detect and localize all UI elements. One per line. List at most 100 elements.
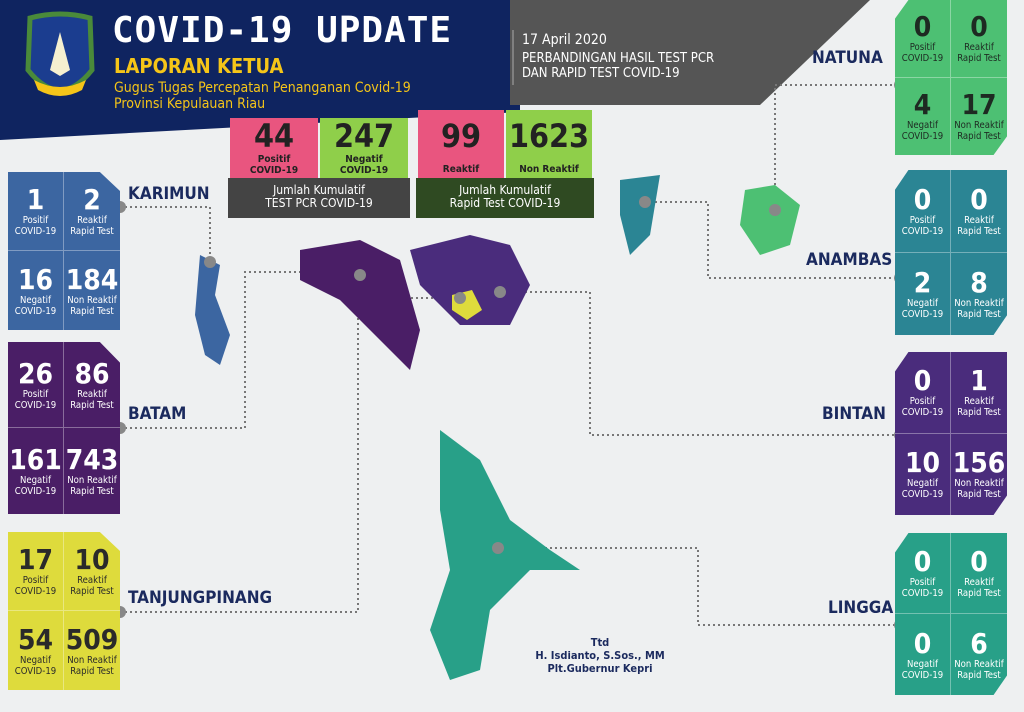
- stat-value: 6: [970, 626, 988, 660]
- province-logo: [25, 11, 95, 96]
- header-banner: [0, 0, 870, 140]
- stat-label: COVID-19: [901, 308, 944, 320]
- page-title: COVID-19 UPDATE: [112, 10, 453, 51]
- region-panel-tanjungpinang: 17 Positif COVID-19 10 Reaktif Rapid Test 54 Ne…: [8, 532, 120, 690]
- region-name: KARIMUN: [128, 184, 210, 204]
- stat-neg: 4 Negatif COVID-19: [895, 77, 951, 155]
- region-name: ANAMBAS: [806, 250, 893, 270]
- stat-neg: 161 Negatif COVID-19: [8, 428, 64, 514]
- stat-value: 54: [17, 622, 54, 656]
- stat-label: Non Reaktif: [67, 654, 117, 666]
- stat-non: 743 Non Reaktif Rapid Test: [64, 428, 120, 514]
- stat-label: Rapid Test: [70, 665, 114, 677]
- stat-value: 184: [65, 262, 119, 296]
- stat-value: 509: [65, 622, 119, 656]
- stat-pos: 0 Positif COVID-19: [895, 0, 951, 78]
- stat-label: COVID-19: [14, 486, 57, 497]
- stat-label: Rapid Test: [957, 225, 1001, 237]
- natuna-region: [740, 185, 800, 255]
- stat-label: Rapid Test: [70, 226, 114, 237]
- stat-label: COVID-19: [901, 225, 944, 237]
- stat-value: 156: [952, 446, 1006, 480]
- stat-rea: 10 Reaktif Rapid Test: [64, 532, 120, 611]
- stat-label: COVID-19: [901, 669, 944, 681]
- stat-value: 26: [17, 356, 54, 390]
- stat-label: Negatif: [19, 654, 52, 666]
- stat-label: Non Reaktif: [67, 475, 117, 486]
- pcr-caption: Jumlah Kumulatif TEST PCR COVID-19: [228, 178, 410, 218]
- stat-label: COVID-19: [14, 665, 57, 677]
- stat-label: Rapid Test: [70, 486, 114, 497]
- stat-value: 86: [74, 356, 110, 390]
- stat-rea: 2 Reaktif Rapid Test: [64, 172, 120, 251]
- stat-value: 0: [913, 182, 932, 216]
- stat-rea: 86 Reaktif Rapid Test: [64, 342, 120, 428]
- stat-neg: 16 Negatif COVID-19: [8, 251, 64, 330]
- lingga-region: [430, 430, 580, 680]
- stat-value: 0: [913, 10, 932, 44]
- comparison-title: PERBANDINGAN HASIL TEST PCR DAN RAPID TES…: [522, 51, 714, 81]
- stat-label: Positif: [909, 396, 936, 408]
- region-name: BINTAN: [822, 404, 886, 424]
- stat-label: Negatif: [19, 475, 52, 486]
- stat-label: Non Reaktif: [954, 297, 1004, 309]
- stat-label: Non Reaktif: [67, 294, 117, 306]
- stat-label: Rapid Test: [957, 53, 1001, 65]
- stat-label: Positif: [22, 215, 49, 226]
- stat-neg: 2 Negatif COVID-19: [895, 252, 951, 335]
- stat-label: COVID-19: [14, 399, 57, 411]
- stat-label: Non Reaktif: [954, 478, 1004, 490]
- stat-label: Rapid Test: [957, 308, 1001, 320]
- comparison-line1: PERBANDINGAN HASIL TEST PCR: [522, 51, 715, 66]
- region-panel-karimun: 1 Positif COVID-19 2 Reaktif Rapid Test 16 Nega…: [8, 172, 120, 330]
- stat-label: Negatif: [906, 658, 939, 670]
- stat-non: 17 Non Reaktif Rapid Test: [951, 78, 1007, 156]
- stat-pos: 0 Positif COVID-19: [895, 170, 951, 253]
- stat-label: Negatif: [906, 478, 939, 490]
- stat-label: Positif: [22, 575, 49, 586]
- region-panel-lingga: 0 Positif COVID-19 0 Reaktif Rapid Test 0 Negat…: [895, 533, 1007, 695]
- stat-label: COVID-19: [901, 588, 944, 599]
- stat-value: 0: [970, 182, 988, 216]
- stat-neg: 0 Negatif COVID-19: [895, 614, 951, 695]
- stat-label: Reaktif: [964, 577, 994, 588]
- stat-non: 6 Non Reaktif Rapid Test: [951, 614, 1007, 695]
- stat-label: COVID-19: [14, 305, 57, 317]
- stat-label: Positif: [909, 42, 936, 54]
- rapid-nonreactive-total: 1623 Non Reaktif: [506, 110, 592, 180]
- region-panel-anambas: 0 Positif COVID-19 0 Reaktif Rapid Test 2 Negat…: [895, 170, 1007, 335]
- stat-pos: 17 Positif COVID-19: [8, 532, 64, 611]
- stat-label: Rapid Test: [957, 489, 1001, 501]
- stat-rea: 0 Reaktif Rapid Test: [951, 170, 1007, 253]
- signature: Ttd H. Isdianto, S.Sos., MM Plt.Gubernur K…: [535, 636, 665, 675]
- pcr-negative-total: 247 Negatif COVID-19: [320, 118, 408, 180]
- stat-neg: 10 Negatif COVID-19: [895, 433, 951, 515]
- stat-value: 10: [74, 543, 110, 576]
- stat-label: COVID-19: [14, 586, 57, 597]
- stat-label: Positif: [909, 214, 936, 226]
- pcr-positive-total: 44 Positif COVID-19: [230, 118, 318, 180]
- region-name: BATAM: [128, 404, 187, 424]
- region-name: LINGGA: [828, 598, 894, 618]
- stat-value: 2: [83, 183, 101, 216]
- stat-value: 1: [970, 364, 988, 398]
- stat-label: COVID-19: [901, 53, 944, 65]
- stat-label: COVID-19: [901, 489, 944, 501]
- report-subtitle: LAPORAN KETUA: [114, 54, 284, 78]
- stat-label: COVID-19: [14, 226, 57, 237]
- stat-label: Negatif: [906, 120, 939, 132]
- region-panel-bintan: 0 Positif COVID-19 1 Reaktif Rapid Test 10 Nega…: [895, 352, 1007, 515]
- stat-rea: 0 Reaktif Rapid Test: [951, 0, 1007, 78]
- stat-neg: 54 Negatif COVID-19: [8, 611, 64, 690]
- stat-label: Reaktif: [964, 42, 994, 54]
- region-name: NATUNA: [812, 48, 883, 68]
- stat-non: 156 Non Reaktif Rapid Test: [951, 434, 1007, 516]
- region-panel-batam: 26 Positif COVID-19 86 Reaktif Rapid Test 161 N…: [8, 342, 120, 514]
- stat-label: Negatif: [906, 297, 939, 309]
- stat-label: Positif: [22, 388, 49, 400]
- stat-value: 161: [9, 443, 62, 476]
- stat-label: Rapid Test: [957, 131, 1001, 143]
- stat-pos: 0 Positif COVID-19: [895, 352, 951, 434]
- stat-value: 17: [17, 543, 54, 576]
- stat-label: Negatif: [19, 294, 52, 306]
